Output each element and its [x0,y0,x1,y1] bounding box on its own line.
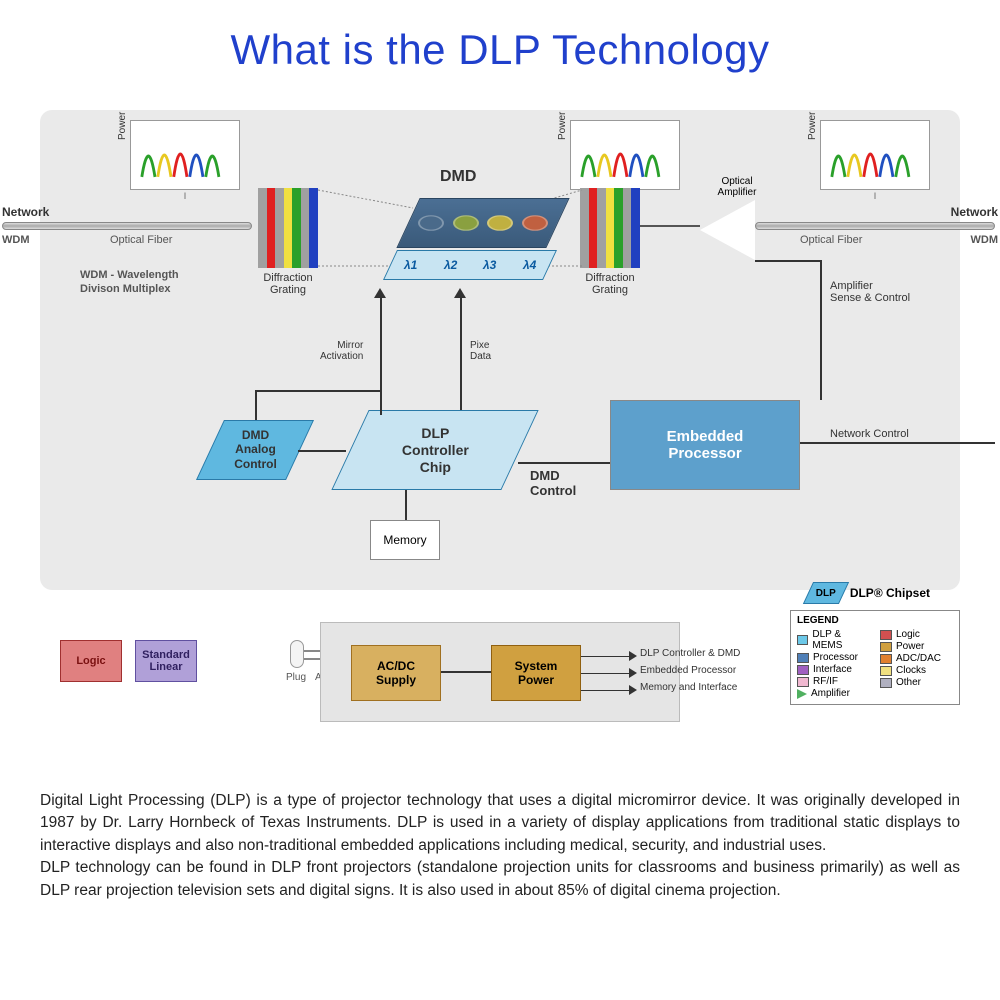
diffraction-grating-left [258,188,318,268]
legend-box: LEGEND DLP & MEMSProcessorInterfaceRF/IF… [790,610,960,705]
spectrum-icon [829,127,923,179]
arrowhead-icon [629,651,637,661]
output-label-3: Memory and Interface [640,682,737,693]
optical-fiber-left [2,222,252,230]
network-label-right: Network [951,205,998,219]
optical-amplifier: Optical Amplifier [700,200,755,260]
connector-line [298,450,346,452]
connector-line [755,260,820,262]
lambda-4: λ4 [510,258,550,272]
spectrum-icon [579,127,673,179]
network-label-left: Network [2,205,49,219]
connector-line [640,225,700,227]
lambda-1: λ1 [391,258,431,272]
connector-line [255,390,380,392]
dmd-control-label: DMD Control [530,468,576,498]
output-label-2: Embedded Processor [640,665,736,676]
connector-line [518,462,610,464]
mirror-activation-label: Mirror Activation [320,340,363,362]
power-graph-mid: Power I [570,120,680,190]
memory-block: Memory [370,520,440,560]
fiber-label-right: Optical Fiber [800,234,862,246]
connector-line [441,671,491,673]
arrowhead-icon [629,685,637,695]
system-power-block: System Power [491,645,581,701]
tick-label: I [184,191,187,201]
page-title: What is the DLP Technology [0,0,1000,74]
connector-line [581,656,631,657]
lower-section: Logic Standard Linear Plug AC Line ∿ AC/… [40,610,960,760]
description-paragraph-1: Digital Light Processing (DLP) is a type… [40,790,960,857]
grating-label-left: Diffraction Grating [248,272,328,296]
power-graph-right: Power I [820,120,930,190]
lambda-2: λ2 [431,258,471,272]
connector-line [581,690,631,691]
fiber-label-left: Optical Fiber [110,234,172,246]
arrowhead-icon [629,668,637,678]
dmd-device: λ1 λ2 λ3 λ4 [390,198,550,286]
connector-line [405,490,407,520]
plug-icon [290,640,304,668]
plug-label: Plug [286,672,306,683]
connector-line [255,390,257,420]
connector-line [820,260,822,400]
arrowhead-icon [454,288,466,298]
amp-sense-label: Amplifier Sense & Control [830,280,910,304]
logic-swatch: Logic [60,640,122,682]
network-control-label: Network Control [830,428,909,440]
arrow-pixe [460,295,462,410]
diffraction-grating-right [580,188,640,268]
wdm-expand-label: WDM - Wavelength Divison Multiplex [80,268,179,297]
output-label-1: DLP Controller & DMD [640,648,740,659]
connector-line [800,442,995,444]
pixe-data-label: Pixe Data [470,340,491,362]
acdc-supply-block: AC/DC Supply [351,645,441,701]
lambda-3: λ3 [470,258,510,272]
optical-fiber-right [755,222,995,230]
power-graph-left: Power I [130,120,240,190]
grating-label-right: Diffraction Grating [570,272,650,296]
wdm-label-left: WDM [2,234,30,246]
power-axis-label: Power [117,112,128,140]
description-paragraph-2: DLP technology can be found in DLP front… [40,857,960,902]
legend-title: LEGEND [797,615,953,626]
wdm-label-right: WDM [971,234,999,246]
arrow-mirror [380,295,382,415]
embedded-processor-block: Embedded Processor [610,400,800,490]
dlp-chipset-marker: DLP DLP® Chipset [808,582,930,604]
standard-linear-swatch: Standard Linear [135,640,197,682]
spectrum-icon [139,127,233,179]
main-diagram: Power I Power I Power [40,110,960,590]
dmd-analog-control-block: DMD Analog Control [196,420,314,480]
arrowhead-icon [374,288,386,298]
power-block: AC/DC Supply System Power [320,622,680,722]
dlp-chip-icon: DLP [803,582,849,604]
description-text: Digital Light Processing (DLP) is a type… [40,790,960,902]
dlp-controller-chip-block: DLP Controller Chip [331,410,538,490]
connector-line [581,673,631,674]
dmd-title: DMD [440,168,476,186]
